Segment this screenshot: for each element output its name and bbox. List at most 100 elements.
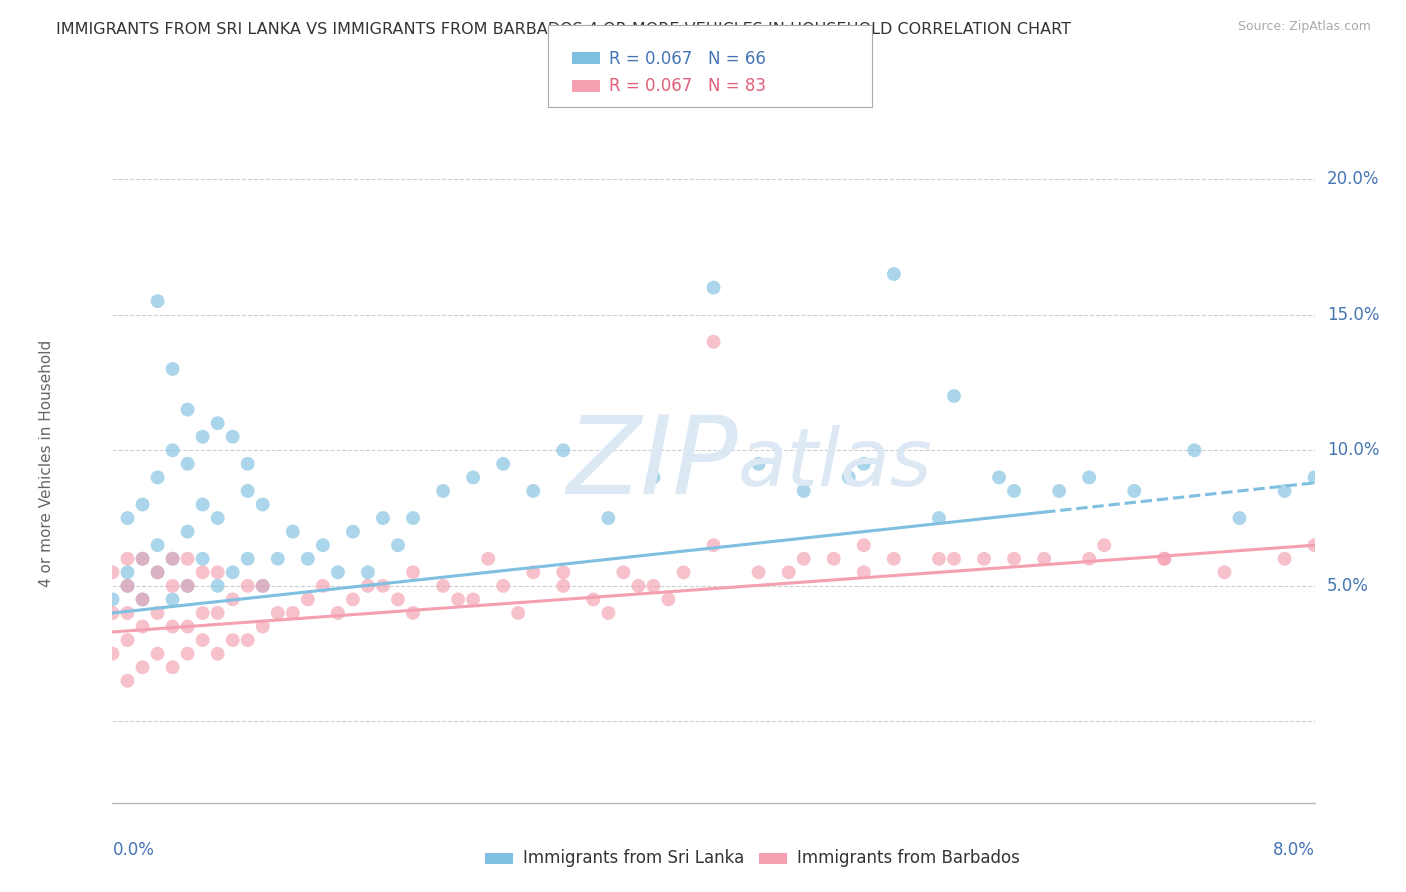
- Point: [371, 511, 394, 525]
- Point: [1033, 551, 1056, 566]
- Point: [508, 606, 530, 620]
- Point: [176, 579, 198, 593]
- Point: [176, 647, 198, 661]
- Point: [146, 606, 169, 620]
- Point: [1153, 551, 1175, 566]
- Point: [176, 579, 198, 593]
- Text: 4 or more Vehicles in Household: 4 or more Vehicles in Household: [39, 340, 53, 588]
- Point: [207, 416, 229, 430]
- Point: [883, 551, 905, 566]
- Point: [222, 566, 245, 580]
- Point: [492, 457, 515, 471]
- Text: Source: ZipAtlas.com: Source: ZipAtlas.com: [1237, 20, 1371, 33]
- Point: [702, 334, 725, 349]
- Text: 10.0%: 10.0%: [1327, 442, 1379, 459]
- Text: R = 0.067   N = 83: R = 0.067 N = 83: [609, 78, 766, 95]
- Point: [1002, 551, 1025, 566]
- Point: [131, 660, 153, 674]
- Point: [162, 443, 184, 458]
- Point: [838, 470, 860, 484]
- Point: [146, 566, 169, 580]
- Text: Immigrants from Barbados: Immigrants from Barbados: [797, 849, 1021, 867]
- Point: [402, 566, 425, 580]
- Point: [598, 606, 620, 620]
- Point: [1213, 566, 1236, 580]
- Point: [162, 619, 184, 633]
- Point: [612, 566, 634, 580]
- Point: [748, 566, 770, 580]
- Point: [117, 511, 139, 525]
- Point: [522, 566, 544, 580]
- Text: 15.0%: 15.0%: [1327, 306, 1379, 324]
- Point: [281, 524, 304, 539]
- Point: [207, 647, 229, 661]
- Point: [207, 511, 229, 525]
- Point: [117, 551, 139, 566]
- Point: [432, 483, 454, 498]
- Point: [643, 579, 665, 593]
- Point: [191, 566, 214, 580]
- Point: [222, 430, 245, 444]
- Point: [176, 524, 198, 539]
- Point: [553, 566, 575, 580]
- Point: [131, 551, 153, 566]
- Text: Immigrants from Sri Lanka: Immigrants from Sri Lanka: [523, 849, 744, 867]
- Point: [402, 511, 425, 525]
- Text: IMMIGRANTS FROM SRI LANKA VS IMMIGRANTS FROM BARBADOS 4 OR MORE VEHICLES IN HOUS: IMMIGRANTS FROM SRI LANKA VS IMMIGRANTS …: [56, 22, 1071, 37]
- Point: [162, 551, 184, 566]
- Point: [357, 579, 380, 593]
- Point: [1303, 538, 1326, 552]
- Point: [207, 566, 229, 580]
- Point: [176, 457, 198, 471]
- Point: [162, 579, 184, 593]
- Point: [852, 566, 875, 580]
- Point: [627, 579, 650, 593]
- Point: [1274, 483, 1296, 498]
- Point: [1153, 551, 1175, 566]
- Point: [672, 566, 695, 580]
- Point: [162, 592, 184, 607]
- Point: [1047, 483, 1070, 498]
- Point: [928, 511, 950, 525]
- Point: [793, 551, 815, 566]
- Point: [252, 498, 274, 512]
- Point: [553, 579, 575, 593]
- Point: [131, 551, 153, 566]
- Text: atlas: atlas: [738, 425, 932, 503]
- Point: [312, 538, 335, 552]
- Point: [236, 457, 259, 471]
- Point: [131, 498, 153, 512]
- Point: [793, 483, 815, 498]
- Point: [297, 551, 319, 566]
- Text: 0.0%: 0.0%: [112, 841, 155, 859]
- Point: [988, 470, 1011, 484]
- Point: [342, 524, 364, 539]
- Point: [1274, 551, 1296, 566]
- Point: [942, 389, 965, 403]
- Point: [101, 566, 124, 580]
- Point: [131, 619, 153, 633]
- Point: [1002, 483, 1025, 498]
- Text: 5.0%: 5.0%: [1327, 577, 1368, 595]
- Point: [657, 592, 679, 607]
- Point: [236, 579, 259, 593]
- Point: [191, 551, 214, 566]
- Point: [176, 402, 198, 417]
- Point: [852, 538, 875, 552]
- Point: [207, 606, 229, 620]
- Point: [252, 579, 274, 593]
- Point: [447, 592, 470, 607]
- Point: [117, 606, 139, 620]
- Point: [101, 647, 124, 661]
- Point: [928, 551, 950, 566]
- Point: [131, 592, 153, 607]
- Point: [598, 511, 620, 525]
- Point: [162, 362, 184, 376]
- Point: [146, 566, 169, 580]
- Point: [1092, 538, 1115, 552]
- Point: [492, 579, 515, 593]
- Point: [267, 551, 290, 566]
- Point: [101, 606, 124, 620]
- Point: [582, 592, 605, 607]
- Point: [942, 551, 965, 566]
